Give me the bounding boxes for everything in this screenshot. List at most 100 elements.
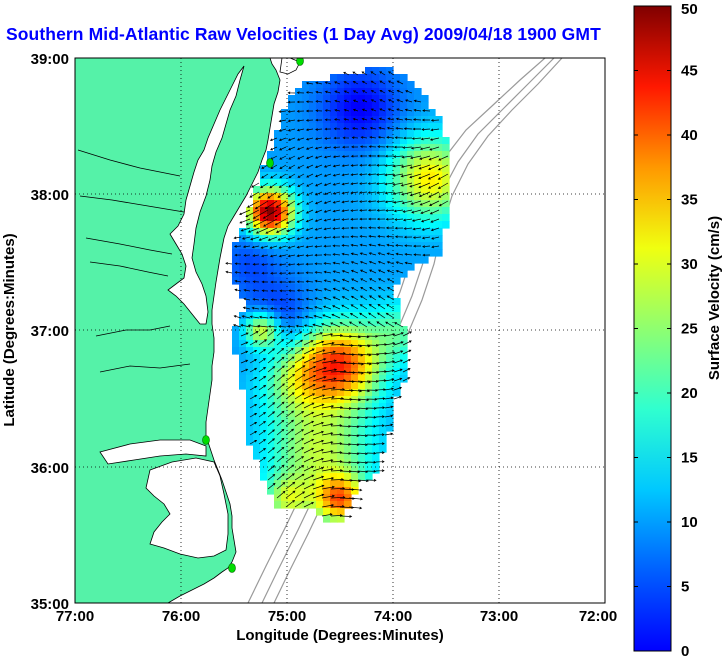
velocity-arrow xyxy=(324,90,332,94)
velocity-arrow xyxy=(409,173,422,179)
velocity-cell xyxy=(316,179,324,187)
velocity-arrow xyxy=(376,200,386,203)
velocity-cell xyxy=(323,291,331,299)
velocity-cell xyxy=(246,270,254,278)
velocity-cell xyxy=(295,165,303,173)
velocity-cell xyxy=(253,319,261,327)
velocity-cell xyxy=(337,249,345,257)
velocity-arrow xyxy=(385,226,395,230)
velocity-cell xyxy=(281,431,289,439)
velocity-cell xyxy=(414,186,422,194)
velocity-cell xyxy=(372,67,380,75)
velocity-cell xyxy=(281,319,289,327)
velocity-cell xyxy=(344,284,352,292)
velocity-cell xyxy=(365,305,373,313)
velocity-arrow xyxy=(277,236,287,241)
velocity-cell xyxy=(414,123,422,131)
velocity-cell xyxy=(302,389,310,397)
velocity-cell xyxy=(351,452,359,460)
velocity-cell xyxy=(344,459,352,467)
velocity-arrow xyxy=(324,99,332,103)
velocity-cell xyxy=(393,249,401,257)
velocity-arrow xyxy=(348,452,360,456)
velocity-cell xyxy=(246,438,254,446)
velocity-cell xyxy=(323,375,331,383)
velocity-cell xyxy=(379,291,387,299)
velocity-cell xyxy=(344,305,352,313)
velocity-arrow xyxy=(276,339,285,346)
velocity-cell xyxy=(302,480,310,488)
velocity-cell xyxy=(407,235,415,243)
velocity-cell xyxy=(323,214,331,222)
velocity-arrow xyxy=(260,307,269,310)
velocity-arrow xyxy=(285,410,295,418)
velocity-cell xyxy=(323,508,331,516)
velocity-cell xyxy=(330,130,338,138)
velocity-cell xyxy=(393,123,401,131)
velocity-cell xyxy=(344,256,352,264)
velocity-arrow xyxy=(303,384,316,391)
velocity-cell xyxy=(337,424,345,432)
velocity-arrow xyxy=(377,312,386,319)
velocity-arrow xyxy=(315,90,323,94)
velocity-cell xyxy=(253,193,261,201)
velocity-cell xyxy=(386,221,394,229)
velocity-arrow xyxy=(276,419,285,427)
velocity-cell xyxy=(414,179,422,187)
velocity-cell xyxy=(330,109,338,117)
velocity-arrow xyxy=(418,173,431,179)
velocity-cell xyxy=(400,123,408,131)
velocity-cell xyxy=(267,431,275,439)
velocity-cell xyxy=(351,81,359,89)
velocity-cell xyxy=(351,130,359,138)
velocity-cell xyxy=(337,291,345,299)
velocity-cell xyxy=(428,249,436,257)
velocity-arrow xyxy=(431,236,440,240)
velocity-cell xyxy=(365,298,373,306)
velocity-arrow xyxy=(278,254,287,258)
velocity-arrow xyxy=(377,269,386,274)
velocity-cell xyxy=(302,452,310,460)
velocity-arrow xyxy=(321,414,334,418)
velocity-cell xyxy=(337,312,345,320)
velocity-cell xyxy=(414,95,422,103)
velocity-cell xyxy=(407,144,415,152)
velocity-arrow xyxy=(288,155,296,160)
velocity-cell xyxy=(344,95,352,103)
velocity-arrow xyxy=(375,451,385,455)
velocity-cell xyxy=(281,487,289,495)
velocity-cell xyxy=(365,410,373,418)
velocity-cell xyxy=(288,410,296,418)
velocity-cell xyxy=(302,347,310,355)
velocity-cell xyxy=(267,347,275,355)
velocity-cell xyxy=(351,207,359,215)
velocity-arrow xyxy=(261,289,269,293)
velocity-arrow xyxy=(287,137,296,141)
velocity-cell xyxy=(400,137,408,145)
velocity-cell xyxy=(288,242,296,250)
velocity-arrow xyxy=(305,128,314,132)
velocity-cell xyxy=(302,158,310,166)
velocity-cell xyxy=(274,354,282,362)
velocity-cell xyxy=(435,249,443,257)
velocity-arrow xyxy=(419,200,431,206)
velocity-arrow xyxy=(279,307,287,310)
velocity-arrow xyxy=(306,164,314,169)
velocity-cell xyxy=(330,235,338,243)
velocity-cell xyxy=(365,144,373,152)
velocity-cell xyxy=(365,228,373,236)
velocity-arrow xyxy=(321,513,333,517)
velocity-arrow xyxy=(343,71,350,76)
velocity-cell xyxy=(302,95,310,103)
velocity-arrow xyxy=(267,329,277,337)
velocity-cell xyxy=(421,221,429,229)
velocity-arrow xyxy=(359,226,368,230)
velocity-arrow xyxy=(352,108,359,112)
velocity-arrow xyxy=(245,209,260,218)
velocity-arrow xyxy=(367,321,377,328)
velocity-cell xyxy=(351,403,359,411)
velocity-arrow xyxy=(350,261,359,265)
velocity-cell xyxy=(274,473,282,481)
velocity-cell xyxy=(400,375,408,383)
velocity-arrow xyxy=(278,119,287,123)
